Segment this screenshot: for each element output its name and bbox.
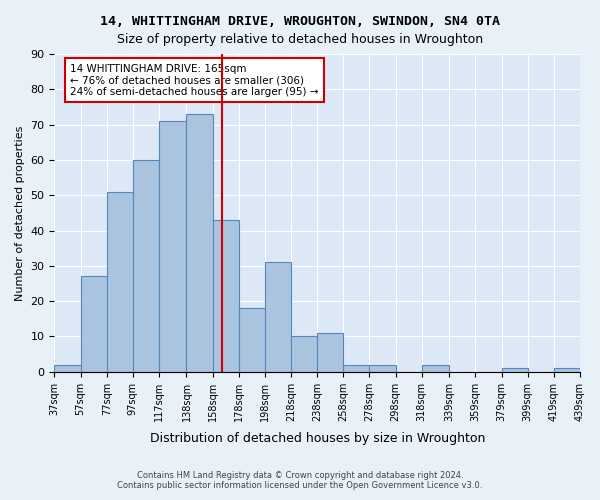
Bar [80, 276, 107, 372]
Bar [159, 121, 187, 372]
Bar [502, 368, 528, 372]
Bar [55, 364, 80, 372]
Bar [554, 368, 580, 372]
X-axis label: Distribution of detached houses by size in Wroughton: Distribution of detached houses by size … [149, 432, 485, 445]
Bar [239, 308, 265, 372]
Text: 14, WHITTINGHAM DRIVE, WROUGHTON, SWINDON, SN4 0TA: 14, WHITTINGHAM DRIVE, WROUGHTON, SWINDO… [100, 15, 500, 28]
Text: Contains HM Land Registry data © Crown copyright and database right 2024.
Contai: Contains HM Land Registry data © Crown c… [118, 470, 482, 490]
Bar [422, 364, 449, 372]
Bar [370, 364, 395, 372]
Text: 14 WHITTINGHAM DRIVE: 165sqm
← 76% of detached houses are smaller (306)
24% of s: 14 WHITTINGHAM DRIVE: 165sqm ← 76% of de… [70, 64, 319, 96]
Bar [343, 364, 370, 372]
Bar [212, 220, 239, 372]
Bar [317, 333, 343, 372]
Bar [187, 114, 212, 372]
Bar [265, 262, 291, 372]
Bar [291, 336, 317, 372]
Bar [133, 160, 159, 372]
Y-axis label: Number of detached properties: Number of detached properties [15, 125, 25, 300]
Bar [107, 192, 133, 372]
Text: Size of property relative to detached houses in Wroughton: Size of property relative to detached ho… [117, 32, 483, 46]
